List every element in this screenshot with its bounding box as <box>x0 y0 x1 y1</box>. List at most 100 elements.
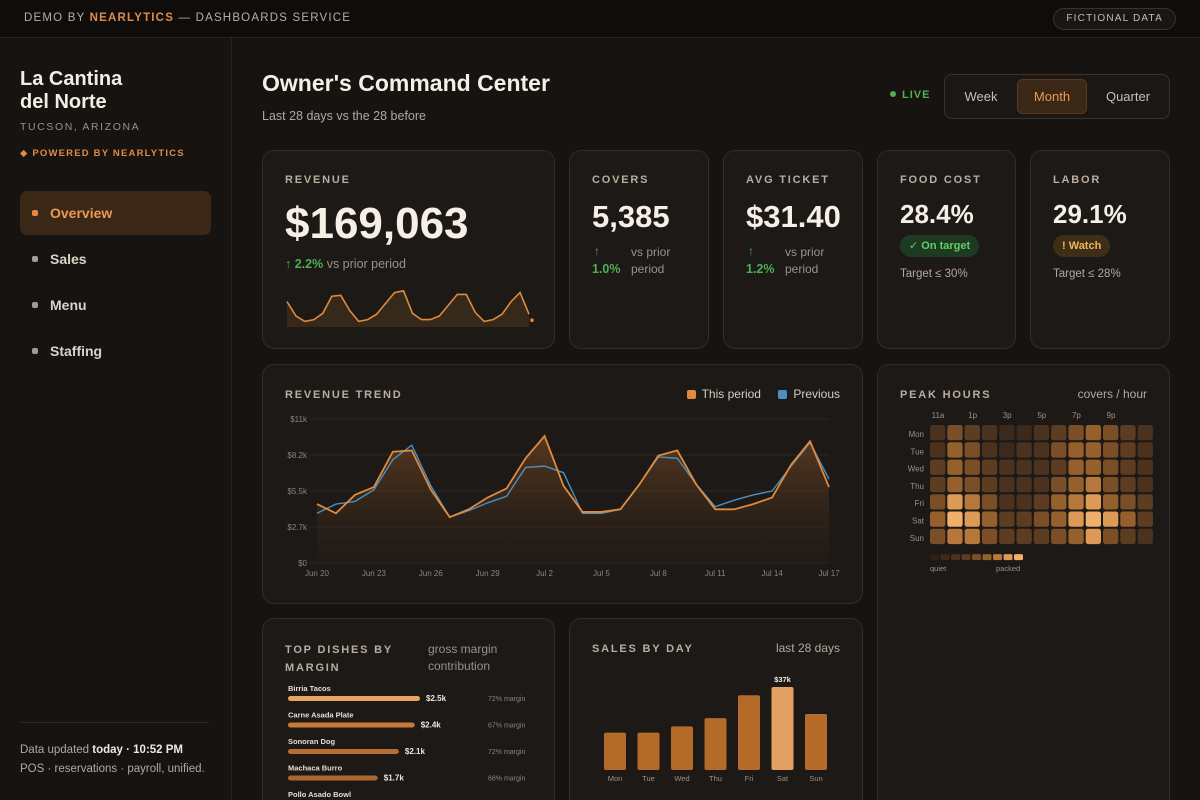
day-bar <box>738 695 760 770</box>
heatmap-cell <box>999 511 1015 527</box>
heatmap-cell <box>930 528 946 545</box>
heatmap-cell <box>964 442 980 458</box>
dish-value-label: $2.5k <box>426 694 447 703</box>
heatmap-cell <box>1085 459 1101 475</box>
sidebar-item-label: Overview <box>50 205 113 221</box>
heatmap-cell <box>1120 494 1136 510</box>
delta-text: period <box>785 262 819 276</box>
food-cost-card[interactable]: FOOD COST 28.4% ✓ On target Target ≤ 30% <box>877 150 1016 349</box>
period-month-button[interactable]: Month <box>1017 79 1087 114</box>
delta-value: ↑ 2.2% <box>285 257 324 271</box>
restaurant-name-line1: La Cantina <box>20 68 123 90</box>
heatmap-x-tick: 3p <box>1003 411 1012 420</box>
heatmap-row-label: Wed <box>908 465 924 474</box>
heatmap-x-tick: 11a <box>932 411 945 420</box>
day-bar <box>637 732 660 770</box>
sidebar-item-overview[interactable]: Overview <box>20 191 211 235</box>
revenue-sparkline <box>286 289 534 327</box>
heatmap-cell <box>1103 425 1119 441</box>
chart-subtitle: gross margin contribution <box>428 642 498 673</box>
heatmap-scale-swatch <box>1003 554 1013 561</box>
heatmap-row-label: Mon <box>908 430 924 439</box>
delta-value: 1.2% <box>746 262 775 276</box>
card-label: LABOR <box>1053 174 1102 186</box>
heatmap-cell <box>964 476 980 493</box>
live-indicator: LIVE <box>890 89 930 101</box>
heatmap-cell <box>1016 459 1032 475</box>
heatmap-cell <box>1016 528 1032 545</box>
heatmap-cell <box>1085 511 1101 527</box>
heatmap-row-label: Thu <box>910 482 924 491</box>
day-bar <box>805 713 827 770</box>
heatmap-cell <box>1085 528 1101 545</box>
previous-series-line <box>316 441 830 519</box>
revenue-trend-chart: $0 $2.7k $5.5k $8.2k $11k Jun 20 Jun 23 Jun 26 J… <box>287 415 840 578</box>
brand-link[interactable]: NEARLYTICS <box>89 12 175 24</box>
heatmap-cell <box>1051 511 1067 527</box>
avg-ticket-card[interactable]: AVG TICKET $31.40 ↑ vs prior 1.2% period <box>723 150 863 349</box>
heatmap-scale-min: quiet <box>930 564 947 573</box>
heatmap-cell <box>1120 528 1136 545</box>
sidebar-item-sales[interactable]: Sales <box>20 237 211 281</box>
heatmap-cell <box>999 425 1015 441</box>
x-tick-label: Jun 20 <box>305 569 330 578</box>
heatmap-cell <box>999 459 1015 475</box>
heatmap-cell <box>1068 528 1084 545</box>
demo-prefix: DEMO BY <box>24 12 86 24</box>
heatmap-cell <box>1051 528 1067 545</box>
x-tick-label: Jul 5 <box>593 569 610 578</box>
labor-card[interactable]: LABOR 29.1% ! Watch Target ≤ 28% <box>1030 150 1170 349</box>
heatmap-cell <box>981 442 998 458</box>
heatmap-cell <box>1120 511 1136 527</box>
heatmap-scale-max: packed <box>996 564 1020 573</box>
period-week-button[interactable]: Week <box>964 89 998 104</box>
sparkline-end-point <box>530 318 534 322</box>
dish-margin-label: 72% margin <box>488 696 525 703</box>
covers-card[interactable]: COVERS 5,385 ↑ vs prior 1.0% period <box>569 150 709 349</box>
legend-swatch-current <box>686 390 696 399</box>
heatmap-cell <box>1137 528 1153 545</box>
sidebar-item-menu[interactable]: Menu <box>20 283 211 327</box>
y-tick-label: $0 <box>298 559 307 568</box>
heatmap-cell <box>1051 494 1067 510</box>
chart-subtitle: last 28 days <box>775 641 840 655</box>
heatmap-cell <box>930 511 946 527</box>
dish-name: Sonoran Dog <box>288 737 335 746</box>
dish-name: Machaca Burro <box>288 764 343 773</box>
top-bar: DEMO BY NEARLYTICS — DASHBOARDS SERVICE … <box>0 0 1200 38</box>
delta-text: vs prior <box>631 245 671 259</box>
heatmap-scale-swatch <box>982 554 992 561</box>
day-bar <box>704 718 727 770</box>
heatmap-cell <box>1085 425 1101 441</box>
sidebar-item-staffing[interactable]: Staffing <box>20 329 211 373</box>
revenue-delta: ↑ 2.2% vs prior period <box>285 257 406 271</box>
day-label: Sun <box>809 774 822 783</box>
revenue-card[interactable]: REVENUE $169,063 ↑ 2.2% vs prior period <box>262 150 555 349</box>
chart-legend: This period Previous <box>686 387 840 401</box>
x-tick-label: Jul 14 <box>761 569 783 578</box>
top-dishes-chart: Birria Tacos $2.5k 72% margin Carne Asada P… <box>288 684 525 799</box>
heatmap-cell <box>1068 442 1084 458</box>
heatmap-cell <box>1068 476 1084 493</box>
heatmap-x-tick: 5p <box>1037 411 1046 420</box>
heatmap-row-label: Sat <box>912 517 925 526</box>
heatmap-cell <box>1068 459 1084 475</box>
heatmap-cell <box>1085 494 1101 510</box>
delta-text: period <box>631 262 665 276</box>
powered-by: ◆ POWERED BY NEARLYTICS <box>20 148 185 159</box>
dish-margin-bar <box>288 722 415 728</box>
heatmap-cell <box>999 442 1015 458</box>
heatmap-cell <box>1033 476 1050 493</box>
heatmap-cell <box>1120 425 1136 441</box>
live-label: LIVE <box>902 89 931 101</box>
sales-by-day-card: SALES BY DAY last 28 days Mon Tue Wed Thu Fr… <box>569 618 863 800</box>
period-quarter-button[interactable]: Quarter <box>1105 89 1151 104</box>
bullet-icon <box>32 210 38 216</box>
y-tick-label: $5.5k <box>287 487 308 496</box>
dish-value-label: $2.4k <box>421 721 442 730</box>
heatmap-cell <box>981 476 998 493</box>
day-label: Tue <box>642 774 655 783</box>
heatmap-cell <box>947 494 963 510</box>
heatmap-cell <box>999 528 1015 545</box>
status-badge: ✓ On target <box>900 235 980 257</box>
